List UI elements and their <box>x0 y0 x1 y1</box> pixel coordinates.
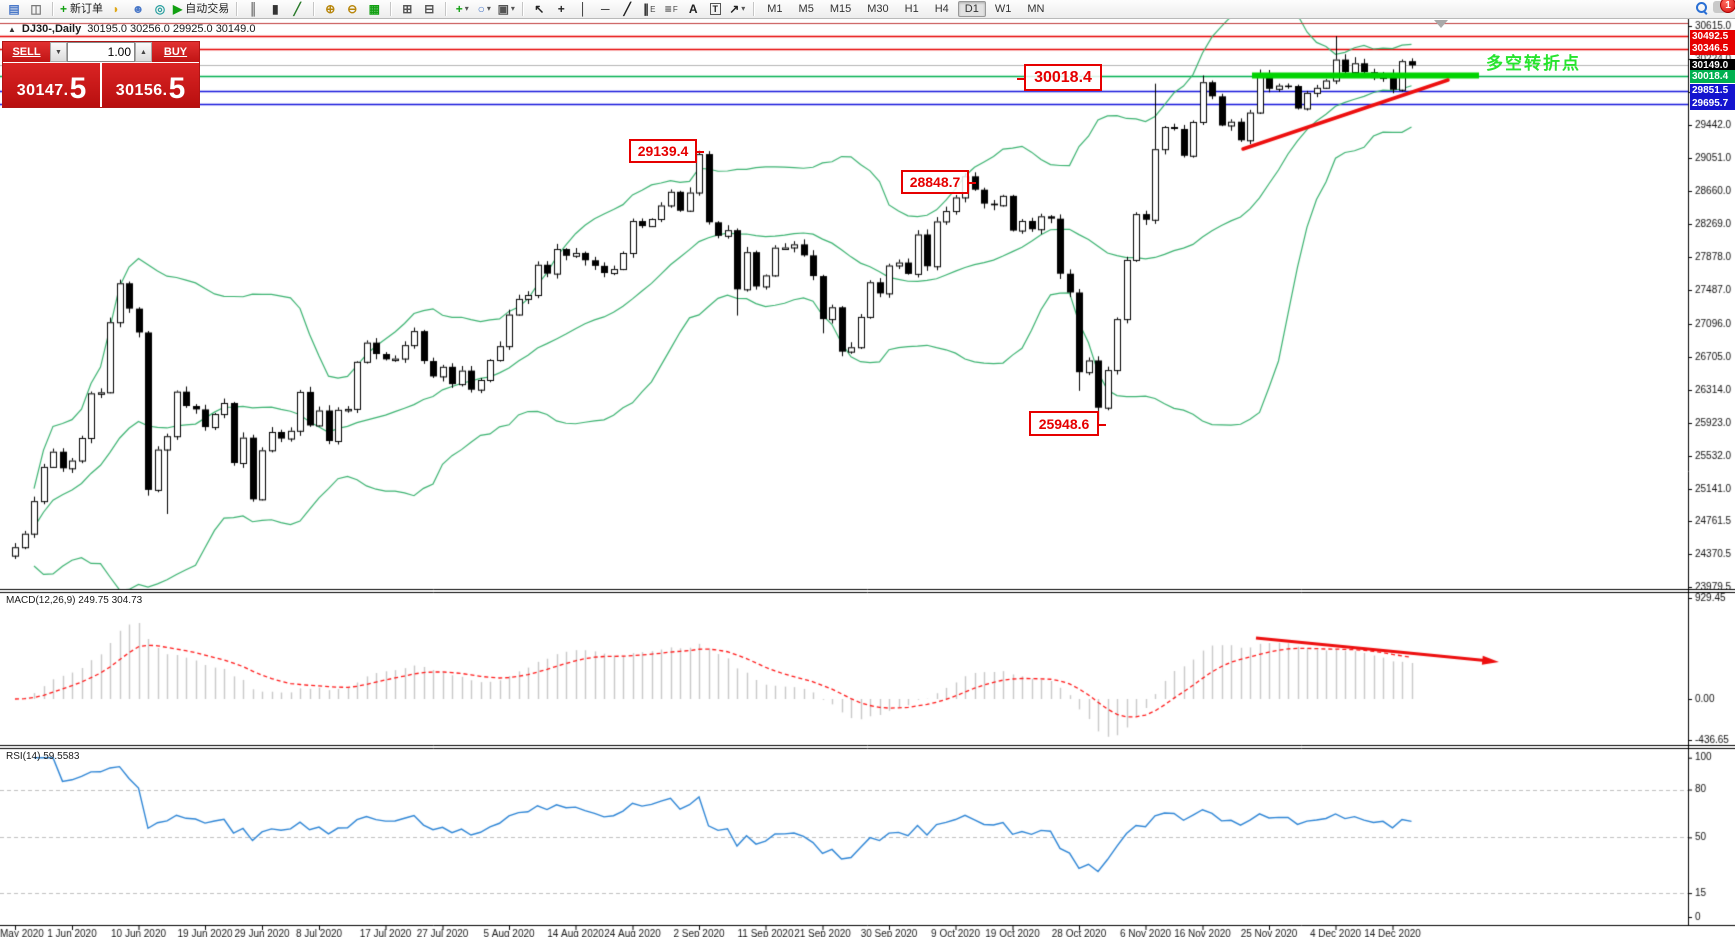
chart-window-icon[interactable]: ▤ <box>8 2 20 16</box>
buy-price-button[interactable]: 30156. 5 <box>102 63 199 107</box>
sell-price-frac: 5 <box>69 72 87 105</box>
one-click-trading-panel: SELL ▼ ▲ BUY 30147.5 30156.5 <box>2 41 200 108</box>
buy-button[interactable]: BUY <box>152 42 199 62</box>
text-label-icon[interactable]: T <box>705 0 725 18</box>
text-icon[interactable]: A <box>688 2 698 16</box>
timeframe-button-m1[interactable]: M1 <box>767 3 783 15</box>
main-toolbar: ▤ ◫ + 新订单 ◗ ☻ ◎ ▶ 自动交易 ║ ▮ ╱ ⊕ ⊖ ▦ ⊞ ⊟ + ▾ ○ ▾ ▣ ▾ ↖ + │ ─ ╱ ∥ E ≡ F A T ↗… <box>0 0 1735 19</box>
zoom-out-icon[interactable]: ⊖ <box>347 2 358 16</box>
volume-increase-button[interactable]: ▲ <box>135 42 152 62</box>
crosshair-icon[interactable]: + <box>557 2 565 16</box>
timeframe-button-m5[interactable]: M5 <box>798 3 814 15</box>
volume-decrease-button[interactable]: ▼ <box>50 42 67 62</box>
arrows-icon[interactable]: ↗ ▾ <box>729 2 746 16</box>
buy-price-main: 30156. <box>115 82 168 99</box>
cursor-icon[interactable]: ↖ <box>534 2 545 16</box>
axis-price-tag: 30346.5 <box>1690 42 1735 56</box>
zoom-in-icon[interactable]: ⊕ <box>325 2 336 16</box>
macd-indicator-label: MACD(12,26,9) 249.75 304.73 <box>6 595 143 606</box>
collapse-marker-icon[interactable]: ▲ <box>8 24 16 34</box>
timeframe-button-d1[interactable]: D1 <box>957 1 986 17</box>
timeframe-button-mn[interactable]: MN <box>1027 3 1045 15</box>
timeframe-button-m30[interactable]: M30 <box>867 3 889 15</box>
vertical-line-icon[interactable]: │ <box>579 2 588 16</box>
axis-price-tag: 30149.0 <box>1690 58 1735 72</box>
line-chart-type-icon[interactable]: ╱ <box>293 2 301 16</box>
notifications-bubble-icon[interactable]: 1 <box>1713 0 1735 13</box>
price-annotation[interactable]: 29139.4 <box>629 139 704 163</box>
candle-chart-type-icon[interactable]: ▮ <box>271 2 279 16</box>
timeframe-button-w1[interactable]: W1 <box>994 3 1012 15</box>
search-icon[interactable] <box>1696 1 1707 13</box>
channel-icon[interactable]: ∥ E <box>643 2 656 16</box>
tile-windows-icon[interactable]: ▦ <box>368 2 380 16</box>
rsi-indicator-label: RSI(14) 59.5583 <box>6 751 80 762</box>
timeframe-button-m15[interactable]: M15 <box>829 3 852 15</box>
period-clock-icon[interactable]: ○ ▾ <box>477 2 491 16</box>
symbol-period-label: DJ30-,Daily <box>21 23 82 35</box>
axis-price-tag: 30492.5 <box>1690 29 1735 43</box>
price-annotation[interactable]: 28848.7 <box>901 170 976 194</box>
trendline-icon[interactable]: ╱ <box>623 2 631 16</box>
chinese-annotation-note[interactable]: 多空转折点 <box>1486 54 1581 73</box>
horizontal-line-icon[interactable]: ─ <box>600 2 610 16</box>
volume-input[interactable] <box>67 42 135 62</box>
template-icon[interactable]: ▣ ▾ <box>497 2 515 16</box>
expert-advisor-icon[interactable]: ☻ <box>131 2 145 16</box>
timeframe-button-h4[interactable]: H4 <box>934 3 949 15</box>
indicator-window-icon[interactable]: ⊞ <box>402 2 413 16</box>
new-order-icon[interactable]: + 新订单 <box>60 2 104 16</box>
axis-price-tag: 30018.4 <box>1690 69 1735 83</box>
signal-icon[interactable]: ◎ <box>154 2 166 16</box>
toolbar-right-cluster: 1 <box>1696 0 1735 13</box>
buy-price-frac: 5 <box>168 72 186 105</box>
axis-price-tag: 29695.7 <box>1690 97 1735 111</box>
axis-price-tag: 29851.5 <box>1690 84 1735 98</box>
price-annotation[interactable]: 30018.4 <box>1017 64 1102 91</box>
fibonacci-icon[interactable]: ≡ F <box>664 2 678 16</box>
chart-title: ▲ DJ30-,Daily 30195.0 30256.0 29925.0 30… <box>8 23 255 35</box>
notifications-badge[interactable]: 1 <box>1720 0 1735 13</box>
auto-trading-icon[interactable]: ▶ 自动交易 <box>173 2 230 16</box>
chart-shift-marker[interactable] <box>1434 20 1448 28</box>
bar-chart-type-icon[interactable]: ║ <box>248 2 258 16</box>
megaphone-icon[interactable]: ◗ <box>112 2 120 16</box>
sell-price-main: 30147. <box>16 82 69 99</box>
sell-price-button[interactable]: 30147. 5 <box>3 63 100 107</box>
timeframe-button-h1[interactable]: H1 <box>904 3 919 15</box>
preview-icon[interactable]: ◫ <box>30 2 42 16</box>
add-indicator-icon[interactable]: + ▾ <box>455 2 469 16</box>
price-annotation[interactable]: 25948.6 <box>1029 411 1106 436</box>
ohlc-readout: 30195.0 30256.0 29925.0 30149.0 <box>87 23 256 35</box>
indicator-list-icon[interactable]: ⊟ <box>424 2 435 16</box>
sell-button[interactable]: SELL <box>3 42 50 62</box>
